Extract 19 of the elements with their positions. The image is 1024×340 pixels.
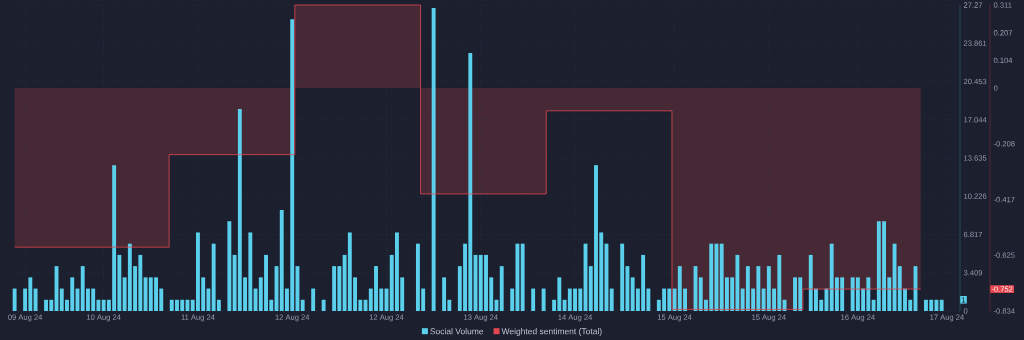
bar xyxy=(620,243,625,311)
bar xyxy=(609,288,614,311)
bar xyxy=(227,221,232,311)
bar xyxy=(300,299,305,311)
bar xyxy=(541,288,546,311)
bar xyxy=(431,8,436,311)
bar xyxy=(321,299,326,311)
bar xyxy=(442,277,447,311)
legend-label: Weighted sentiment (Total) xyxy=(501,328,602,336)
bar xyxy=(12,288,17,311)
bar xyxy=(531,288,536,311)
bar xyxy=(33,288,38,311)
bar xyxy=(499,266,504,311)
bar xyxy=(520,243,525,311)
bar xyxy=(311,288,316,311)
bar xyxy=(332,266,337,311)
bar xyxy=(939,299,944,311)
legend-label: Social Volume xyxy=(430,328,484,335)
bar xyxy=(782,299,787,311)
